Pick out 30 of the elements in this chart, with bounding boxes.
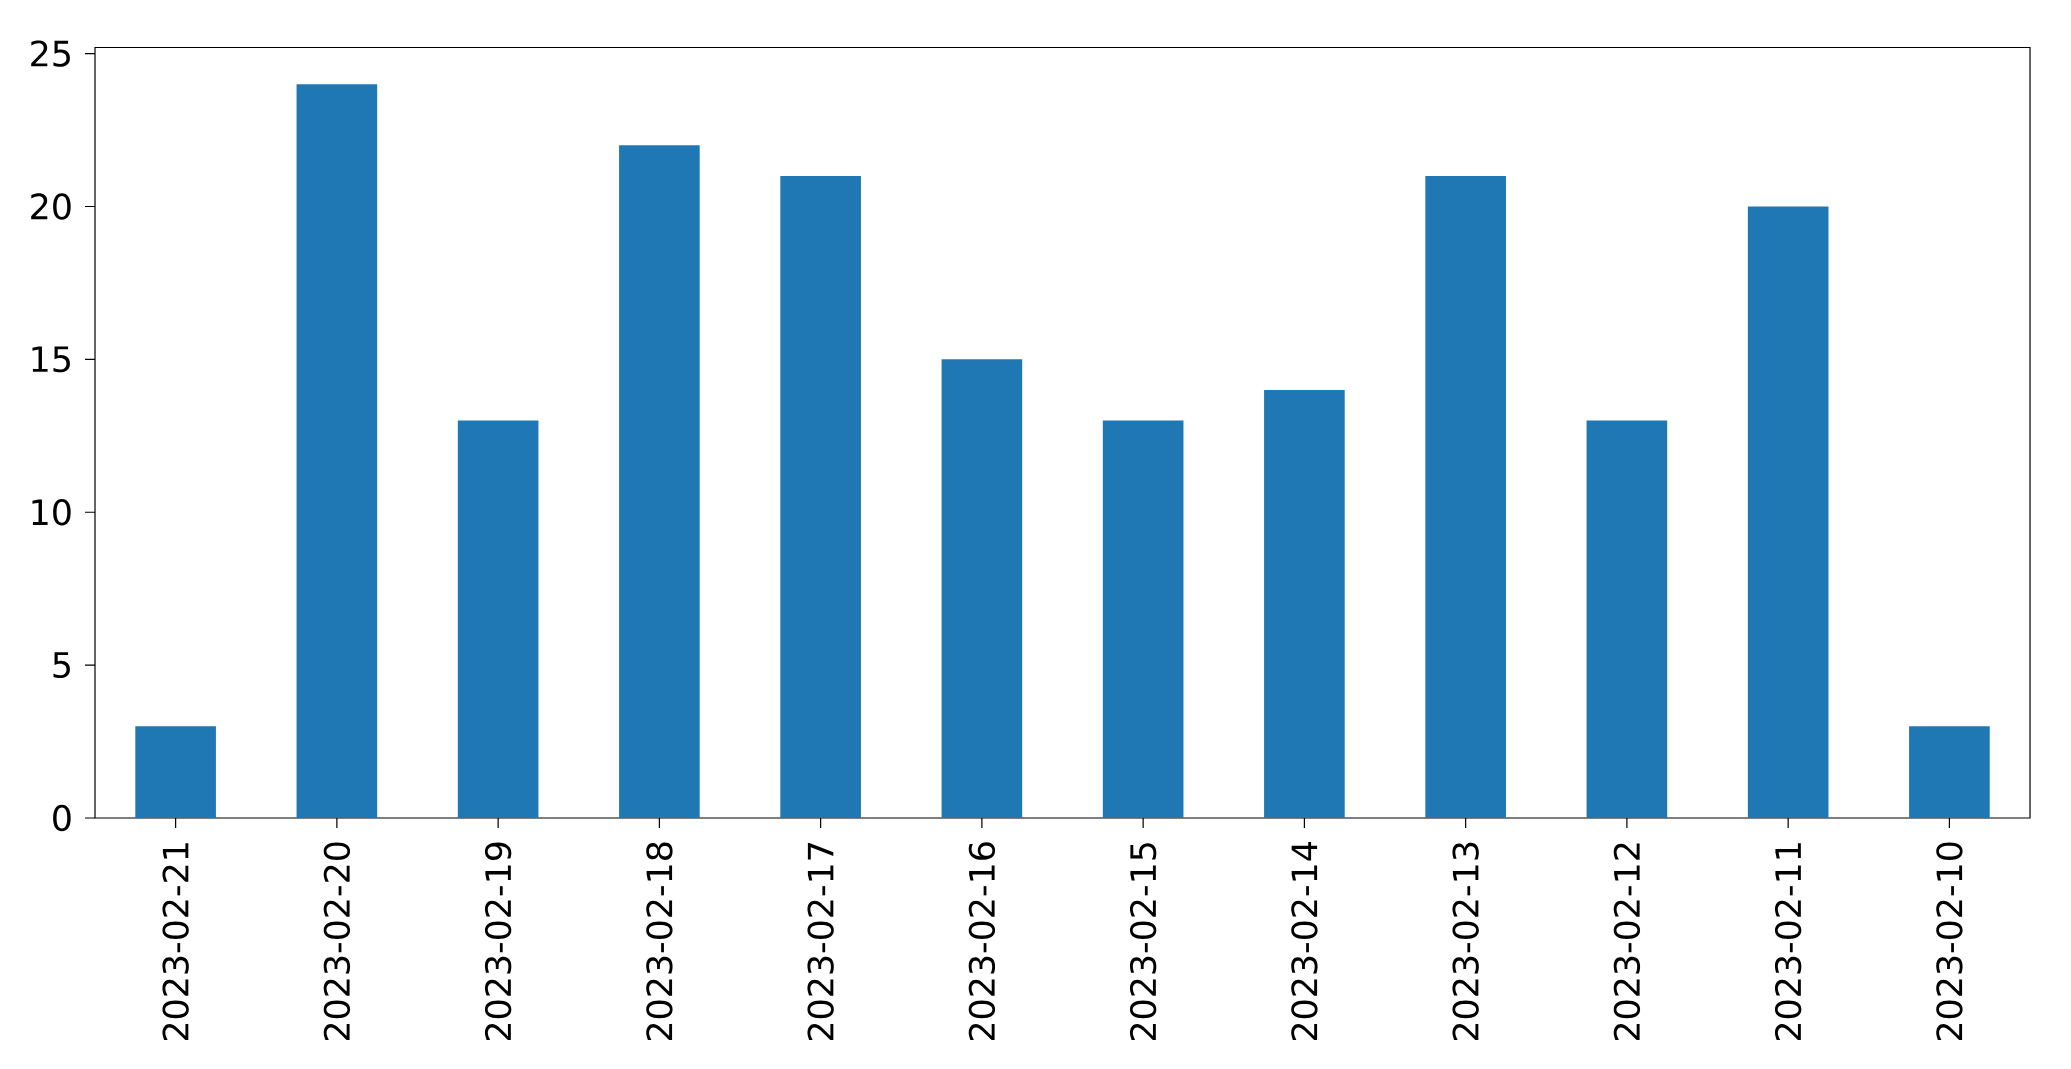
x-tick-label: 2023-02-11	[1774, 843, 1802, 1041]
x-tick-label: 2023-02-15	[1129, 843, 1157, 1041]
y-tick-label: 15	[32, 346, 70, 373]
bar	[1909, 726, 1990, 818]
y-tick-label: 5	[53, 652, 70, 679]
bar	[1425, 175, 1506, 818]
x-tick-label: 2023-02-18	[646, 842, 673, 1041]
bar	[457, 420, 539, 818]
y-tick-label: 20	[31, 193, 71, 220]
x-tick-label: 2023-02-16	[968, 842, 996, 1041]
bar	[1747, 206, 1829, 818]
x-tick-label: 2023-02-21	[162, 843, 189, 1041]
y-tick-label: 10	[32, 499, 71, 526]
bar	[780, 175, 861, 818]
bar	[135, 726, 216, 818]
x-tick-label: 2023-02-17	[807, 843, 834, 1041]
bar	[1264, 389, 1345, 818]
bar	[1102, 420, 1184, 818]
x-tick-label: 2023-02-14	[1291, 842, 1318, 1041]
x-tick-label: 2023-02-13	[1452, 842, 1479, 1041]
bar	[619, 145, 700, 818]
x-tick-label: 2023-02-10	[1936, 842, 1963, 1041]
x-tick-label: 2023-02-20	[323, 842, 351, 1041]
x-tick-label: 2023-02-12	[1613, 843, 1641, 1041]
x-tick-label: 2023-02-19	[484, 842, 512, 1041]
bar	[941, 359, 1023, 818]
y-tick-label: 0	[53, 804, 71, 832]
bar	[296, 84, 378, 818]
bar	[1586, 420, 1668, 818]
y-tick-label: 25	[31, 40, 70, 67]
